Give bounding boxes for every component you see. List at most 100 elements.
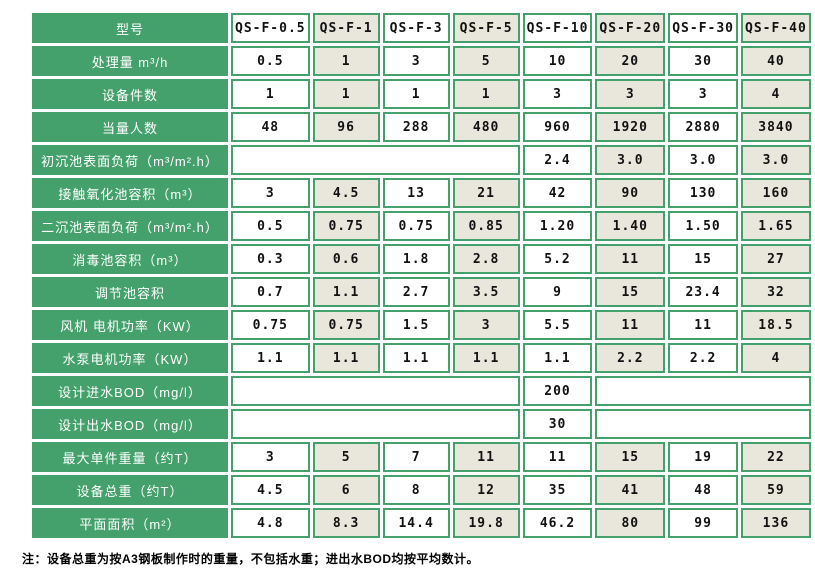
value-cell: 2880: [668, 112, 739, 142]
value-cell: 160: [741, 178, 811, 208]
table-row: 初沉池表面负荷（m³/m².h） 2.4 3.0 3.0 3.0: [32, 145, 811, 175]
value-cell: 0.75: [312, 310, 380, 340]
value-cell: 1.50: [668, 211, 739, 241]
table-row: 风机 电机功率（KW） 0.75 0.75 1.5 3 5.5 11 11 18.5: [32, 310, 811, 340]
table-row: 最大单件重量（约T） 3 5 7 11 11 15 19 22: [32, 442, 811, 472]
footnote: 注：设备总重为按A3钢板制作时的重量，不包括水重；进出水BOD均按平均数计。: [22, 552, 480, 566]
value-cell: 1: [231, 79, 310, 109]
value-cell: 19.8: [452, 508, 520, 538]
value-cell: 5.5: [522, 310, 593, 340]
value-cell: 11: [595, 310, 666, 340]
value-cell: 3840: [741, 112, 811, 142]
value-cell: 32: [741, 277, 811, 307]
table-row: 消毒池容积（m³） 0.3 0.6 1.8 2.8 5.2 11 15 27: [32, 244, 811, 274]
empty-merged-cell: [231, 145, 520, 175]
value-cell: 21: [452, 178, 520, 208]
spec-table-body: 型号 QS-F-0.5 QS-F-1 QS-F-3 QS-F-5 QS-F-10 QS-F-…: [32, 13, 811, 538]
header-row: 型号 QS-F-0.5 QS-F-1 QS-F-3 QS-F-5 QS-F-10 QS-F-…: [32, 13, 811, 43]
value-cell: 1.8: [382, 244, 450, 274]
value-cell: 59: [741, 475, 811, 505]
row-label: 调节池容积: [32, 277, 228, 307]
value-cell: 1.1: [312, 343, 380, 373]
value-cell: 96: [312, 112, 380, 142]
value-cell: 5: [452, 46, 520, 76]
value-cell: 136: [741, 508, 811, 538]
value-cell: 1920: [595, 112, 666, 142]
value-cell: 0.75: [312, 211, 380, 241]
table-row: 二沉池表面负荷（m³/m².h） 0.5 0.75 0.75 0.85 1.20 1.40 1…: [32, 211, 811, 241]
value-cell: 1.1: [522, 343, 593, 373]
column-header-cell: QS-F-40: [741, 13, 811, 43]
value-cell: 11: [668, 310, 739, 340]
value-cell: 30: [522, 409, 593, 439]
value-cell: 15: [668, 244, 739, 274]
value-cell: 7: [382, 442, 450, 472]
value-cell: 1.1: [312, 277, 380, 307]
value-cell: 20: [595, 46, 666, 76]
column-header-cell: QS-F-1: [312, 13, 380, 43]
row-label: 平面面积（m²）: [32, 508, 228, 538]
value-cell: 3: [668, 79, 739, 109]
table-row: 当量人数 48 96 288 480 960 1920 2880 3840: [32, 112, 811, 142]
row-label: 二沉池表面负荷（m³/m².h）: [32, 211, 228, 241]
value-cell: 10: [522, 46, 593, 76]
value-cell: 23.4: [668, 277, 739, 307]
empty-merged-cell: [595, 409, 811, 439]
value-cell: 3.0: [741, 145, 811, 175]
value-cell: 1: [312, 46, 380, 76]
value-cell: 3: [522, 79, 593, 109]
value-cell: 0.5: [231, 46, 310, 76]
spec-table: 型号 QS-F-0.5 QS-F-1 QS-F-3 QS-F-5 QS-F-10 QS-F-…: [29, 10, 814, 541]
value-cell: 0.6: [312, 244, 380, 274]
column-header-cell: QS-F-30: [668, 13, 739, 43]
value-cell: 22: [741, 442, 811, 472]
column-header-cell: QS-F-20: [595, 13, 666, 43]
value-cell: 99: [668, 508, 739, 538]
column-header-cell: QS-F-10: [522, 13, 593, 43]
value-cell: 13: [382, 178, 450, 208]
value-cell: 5: [312, 442, 380, 472]
value-cell: 15: [595, 277, 666, 307]
model-header-label: 型号: [32, 13, 228, 43]
value-cell: 11: [595, 244, 666, 274]
row-label: 风机 电机功率（KW）: [32, 310, 228, 340]
table-row: 设计进水BOD（mg/l） 200: [32, 376, 811, 406]
table-row: 调节池容积 0.7 1.1 2.7 3.5 9 15 23.4 32: [32, 277, 811, 307]
table-row: 处理量 m³/h 0.5 1 3 5 10 20 30 40: [32, 46, 811, 76]
value-cell: 2.8: [452, 244, 520, 274]
value-cell: 3: [382, 46, 450, 76]
column-header-cell: QS-F-0.5: [231, 13, 310, 43]
value-cell: 1: [452, 79, 520, 109]
row-label: 设计进水BOD（mg/l）: [32, 376, 228, 406]
row-label: 消毒池容积（m³）: [32, 244, 228, 274]
table-row: 接触氧化池容积（m³） 3 4.5 13 21 42 90 130 160: [32, 178, 811, 208]
value-cell: 0.75: [231, 310, 310, 340]
value-cell: 1.1: [452, 343, 520, 373]
value-cell: 960: [522, 112, 593, 142]
row-label: 接触氧化池容积（m³）: [32, 178, 228, 208]
value-cell: 11: [522, 442, 593, 472]
value-cell: 8: [382, 475, 450, 505]
value-cell: 14.4: [382, 508, 450, 538]
value-cell: 200: [522, 376, 593, 406]
value-cell: 27: [741, 244, 811, 274]
value-cell: 3.5: [452, 277, 520, 307]
value-cell: 19: [668, 442, 739, 472]
value-cell: 130: [668, 178, 739, 208]
value-cell: 5.2: [522, 244, 593, 274]
value-cell: 288: [382, 112, 450, 142]
table-row: 水泵电机功率（KW） 1.1 1.1 1.1 1.1 1.1 2.2 2.2 4: [32, 343, 811, 373]
value-cell: 3: [231, 442, 310, 472]
value-cell: 42: [522, 178, 593, 208]
value-cell: 3: [452, 310, 520, 340]
page: 型号 QS-F-0.5 QS-F-1 QS-F-3 QS-F-5 QS-F-10 QS-F-…: [0, 10, 815, 583]
value-cell: 1: [382, 79, 450, 109]
value-cell: 12: [452, 475, 520, 505]
value-cell: 8.3: [312, 508, 380, 538]
value-cell: 0.85: [452, 211, 520, 241]
value-cell: 2.2: [595, 343, 666, 373]
value-cell: 35: [522, 475, 593, 505]
row-label: 处理量 m³/h: [32, 46, 228, 76]
value-cell: 30: [668, 46, 739, 76]
value-cell: 18.5: [741, 310, 811, 340]
